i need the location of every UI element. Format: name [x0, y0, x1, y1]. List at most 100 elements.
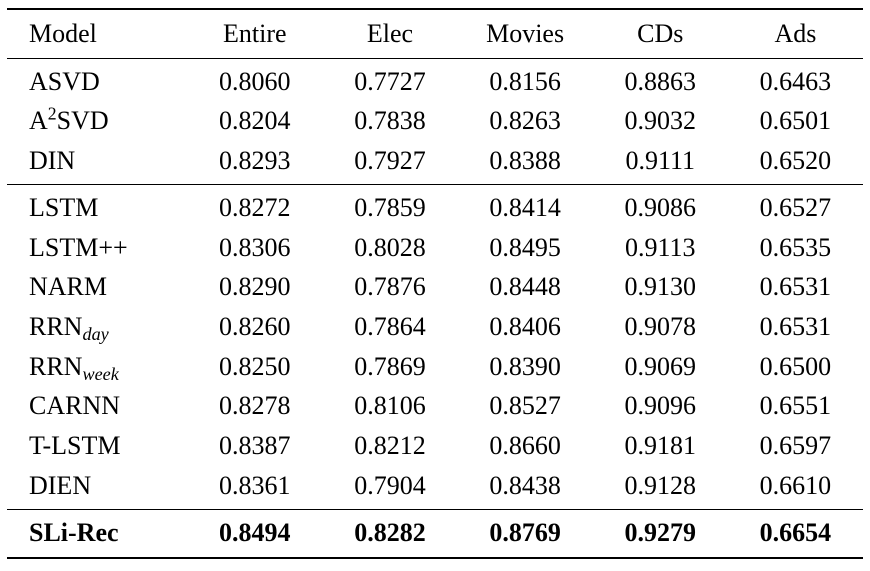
model-name-subscript: week [82, 363, 119, 384]
table-row: DIEN 0.8361 0.7904 0.8438 0.9128 0.6610 [7, 466, 863, 510]
metric-value: 0.6501 [759, 106, 832, 136]
metric-value: 0.8769 [489, 517, 561, 547]
metric-value: 0.9069 [624, 351, 697, 381]
table-row: LSTM 0.8272 0.7859 0.8414 0.9086 0.6527 [7, 184, 863, 227]
model-name: T-LSTM [29, 431, 121, 461]
metric-value: 0.7904 [354, 470, 426, 500]
table-row: A2SVD 0.8204 0.7838 0.8263 0.9032 0.6501 [7, 101, 863, 141]
model-name: LSTM [29, 192, 99, 222]
model-name: DIEN [29, 470, 92, 500]
metric-value: 0.8212 [354, 431, 426, 461]
metric-value: 0.6527 [759, 192, 832, 222]
metric-value: 0.7859 [354, 192, 426, 222]
metric-value: 0.8527 [489, 391, 561, 421]
metric-value: 0.9113 [624, 232, 696, 262]
metric-value: 0.8278 [219, 391, 291, 421]
metric-value: 0.8660 [489, 431, 561, 461]
metric-value: 0.8361 [219, 470, 291, 500]
metric-value: 0.8028 [354, 232, 426, 262]
model-name: DIN [29, 146, 76, 176]
model-name: RRNday [7, 307, 187, 347]
metric-value: 0.8060 [219, 66, 291, 96]
metric-value: 0.8293 [219, 146, 291, 176]
metric-value: 0.8306 [219, 232, 291, 262]
metric-value: 0.9128 [624, 470, 697, 500]
model-name: A2SVD [7, 101, 187, 141]
model-name: SLi-Rec [29, 517, 119, 547]
column-header-entire: Entire [223, 19, 287, 48]
model-name-rest: SVD [56, 106, 109, 136]
metric-value: 0.8204 [219, 106, 291, 136]
metric-value: 0.8260 [219, 312, 291, 342]
column-header-elec: Elec [366, 19, 414, 48]
metric-value: 0.6463 [759, 66, 832, 96]
model-name-base: RRN [29, 351, 83, 381]
table-row: RRNweek 0.8250 0.7869 0.8390 0.9069 0.65… [7, 347, 863, 387]
column-header-model: Model [29, 19, 97, 48]
metric-value: 0.8250 [219, 351, 291, 381]
model-name: LSTM++ [29, 232, 128, 262]
model-name-superscript: 2 [47, 103, 57, 124]
metric-value: 0.9096 [624, 391, 697, 421]
metric-value: 0.9279 [624, 517, 697, 547]
metric-value: 0.6535 [759, 232, 832, 262]
metric-value: 0.9032 [624, 106, 697, 136]
results-table: Model Entire Elec Movies CDs Ads ASVD 0.… [7, 8, 863, 559]
column-header-movies: Movies [486, 19, 565, 48]
metric-value: 0.7869 [354, 351, 426, 381]
model-name: NARM [29, 272, 108, 302]
metric-value: 0.8390 [489, 351, 561, 381]
metric-value: 0.8263 [489, 106, 561, 136]
metric-value: 0.6597 [759, 431, 832, 461]
metric-value: 0.7876 [354, 272, 426, 302]
table-row: T-LSTM 0.8387 0.8212 0.8660 0.9181 0.659… [7, 426, 863, 466]
table-row: ASVD 0.8060 0.7727 0.8156 0.8863 0.6463 [7, 58, 863, 101]
metric-value: 0.8494 [219, 517, 291, 547]
metric-value: 0.6520 [759, 146, 832, 176]
model-name: CARNN [29, 391, 121, 421]
table-row: NARM 0.8290 0.7876 0.8448 0.9130 0.6531 [7, 267, 863, 307]
metric-value: 0.6551 [759, 391, 832, 421]
model-name-base: A [29, 106, 48, 136]
metric-value: 0.8387 [219, 431, 291, 461]
metric-value: 0.8272 [219, 192, 291, 222]
model-name-subscript: day [82, 324, 109, 345]
column-header-cds: CDs [637, 19, 684, 48]
table-row-highlighted: SLi-Rec 0.8494 0.8282 0.8769 0.9279 0.66… [7, 509, 863, 559]
model-name: RRNweek [7, 347, 187, 387]
metric-value: 0.8863 [624, 66, 697, 96]
metric-value: 0.8438 [489, 470, 561, 500]
table-row: DIN 0.8293 0.7927 0.8388 0.9111 0.6520 [7, 141, 863, 185]
metric-value: 0.8495 [489, 232, 561, 262]
metric-value: 0.7838 [354, 106, 426, 136]
metric-value: 0.8290 [219, 272, 291, 302]
metric-value: 0.8156 [489, 66, 561, 96]
table-row: RRNday 0.8260 0.7864 0.8406 0.9078 0.653… [7, 307, 863, 347]
table-header: Model Entire Elec Movies CDs Ads [7, 9, 863, 59]
metric-value: 0.8106 [354, 391, 426, 421]
column-header-ads: Ads [774, 19, 817, 48]
metric-value: 0.9078 [624, 312, 697, 342]
metric-value: 0.8282 [354, 517, 426, 547]
metric-value: 0.7727 [354, 66, 426, 96]
metric-value: 0.6654 [759, 517, 832, 547]
metric-value: 0.8406 [489, 312, 561, 342]
metric-value: 0.7864 [354, 312, 426, 342]
table-row: CARNN 0.8278 0.8106 0.8527 0.9096 0.6551 [7, 386, 863, 426]
metric-value: 0.8414 [489, 192, 561, 222]
metric-value: 0.9111 [625, 146, 696, 176]
metric-value: 0.8448 [489, 272, 561, 302]
metric-value: 0.9086 [624, 192, 697, 222]
metric-value: 0.6531 [759, 312, 832, 342]
metric-value: 0.6500 [759, 351, 832, 381]
model-name-base: RRN [29, 312, 83, 342]
header-row: Model Entire Elec Movies CDs Ads [7, 9, 863, 59]
metric-value: 0.7927 [354, 146, 426, 176]
model-name: ASVD [29, 66, 100, 96]
metric-value: 0.9130 [624, 272, 697, 302]
table-body: ASVD 0.8060 0.7727 0.8156 0.8863 0.6463 … [7, 58, 863, 559]
metric-value: 0.6531 [759, 272, 832, 302]
metric-value: 0.9181 [624, 431, 697, 461]
metric-value: 0.8388 [489, 146, 561, 176]
